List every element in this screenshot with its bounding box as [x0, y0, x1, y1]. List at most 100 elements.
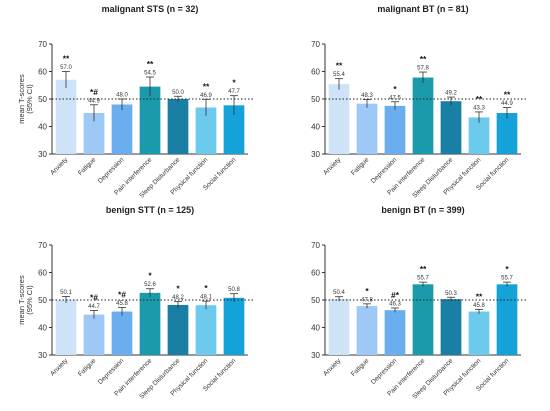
y-tick-label: 30	[38, 351, 47, 360]
data-label: 55.7	[417, 276, 429, 282]
bar	[468, 311, 490, 355]
bar	[356, 306, 378, 355]
data-label: 44.9	[501, 101, 513, 107]
significance-marker: *#	[90, 87, 98, 97]
category-label: Fatigue	[77, 357, 98, 378]
bar	[496, 284, 518, 355]
category-label: Depression	[97, 357, 126, 386]
data-label: 43.3	[473, 105, 485, 111]
y-tick-label: 60	[311, 269, 320, 278]
y-tick-label: 50	[311, 296, 320, 305]
data-label: 50.4	[333, 290, 345, 296]
data-label: 52.6	[144, 282, 156, 288]
data-label: 54.5	[144, 71, 156, 77]
bar	[167, 99, 189, 154]
data-label: 46.3	[389, 301, 401, 307]
significance-marker: *	[505, 264, 509, 274]
category-label: Depression	[370, 357, 399, 386]
data-label: 57.0	[60, 65, 72, 71]
data-label: 45.8	[116, 301, 128, 307]
significance-marker: **	[504, 90, 511, 100]
category-label: Fatigue	[77, 156, 98, 177]
panel-title: malignant STS (n = 32)	[102, 4, 199, 14]
y-tick-label: 70	[311, 241, 320, 250]
bar	[468, 117, 490, 154]
y-axis-label-line: (95% CI)	[25, 84, 34, 114]
data-label: 48.1	[200, 295, 212, 301]
y-tick-label: 30	[311, 351, 320, 360]
data-label: 44.7	[88, 304, 100, 310]
category-label: Depression	[97, 156, 126, 185]
bar	[440, 299, 462, 355]
y-axis-label-line: mean T-scores	[17, 74, 26, 124]
bar	[167, 304, 189, 355]
y-tick-label: 70	[38, 241, 47, 250]
significance-marker: #*	[391, 290, 400, 300]
bar	[195, 107, 217, 154]
data-label: 50.0	[172, 90, 184, 96]
data-label: 48.0	[116, 93, 128, 99]
significance-marker: *	[232, 78, 236, 88]
bar	[195, 305, 217, 355]
data-label: 47.7	[228, 89, 240, 95]
y-tick-label: 50	[38, 296, 47, 305]
data-label: 50.1	[60, 290, 72, 296]
category-label: Anxiety	[322, 156, 343, 177]
bar	[412, 77, 434, 154]
bar	[139, 86, 161, 154]
y-axis-label: mean T-scores(95% CI)	[17, 74, 34, 124]
significance-marker: *	[393, 84, 397, 94]
category-label: Anxiety	[49, 357, 70, 378]
significance-marker: **	[336, 61, 343, 71]
bar	[83, 113, 105, 154]
significance-marker: *#	[90, 292, 98, 302]
data-label: 49.2	[445, 91, 457, 97]
y-tick-label: 30	[38, 150, 47, 159]
category-label: Depression	[370, 156, 399, 185]
category-label: Fatigue	[350, 156, 371, 177]
significance-marker: *	[148, 271, 152, 281]
significance-marker: **	[63, 54, 70, 64]
significance-marker: *#	[118, 289, 126, 299]
significance-marker: **	[203, 81, 210, 91]
significance-marker: **	[420, 54, 427, 64]
data-label: 48.2	[172, 295, 184, 301]
y-tick-label: 50	[311, 95, 320, 104]
y-tick-label: 70	[38, 40, 47, 49]
data-label: 47.5	[389, 95, 401, 101]
y-tick-label: 60	[311, 68, 320, 77]
bar	[83, 314, 105, 355]
bar	[384, 105, 406, 154]
bar	[356, 103, 378, 154]
y-tick-label: 60	[38, 269, 47, 278]
bar	[328, 84, 350, 154]
data-label: 55.7	[501, 276, 513, 282]
data-label: 50.8	[228, 287, 240, 293]
data-label: 46.9	[200, 93, 212, 99]
significance-marker: **	[420, 264, 427, 274]
data-label: 55.4	[333, 72, 345, 78]
significance-marker: *	[365, 286, 369, 296]
category-label: Anxiety	[49, 156, 70, 177]
data-label: 45.8	[473, 303, 485, 309]
y-tick-label: 50	[38, 95, 47, 104]
bar	[223, 105, 245, 154]
y-tick-label: 30	[311, 150, 320, 159]
data-label: 44.9	[88, 98, 100, 104]
bar	[55, 299, 77, 355]
y-tick-label: 40	[311, 324, 320, 333]
significance-marker: *	[176, 284, 180, 294]
bar	[384, 310, 406, 355]
panel-title: malignant BT (n = 81)	[377, 4, 468, 14]
bar	[55, 79, 77, 154]
bar	[223, 297, 245, 355]
bar	[111, 104, 133, 154]
bar	[139, 292, 161, 355]
y-axis-label-line: (95% CI)	[25, 285, 34, 315]
panel-title: benign BT (n = 399)	[381, 205, 464, 215]
bar	[328, 298, 350, 355]
category-label: Anxiety	[322, 357, 343, 378]
data-label: 50.3	[445, 291, 457, 297]
